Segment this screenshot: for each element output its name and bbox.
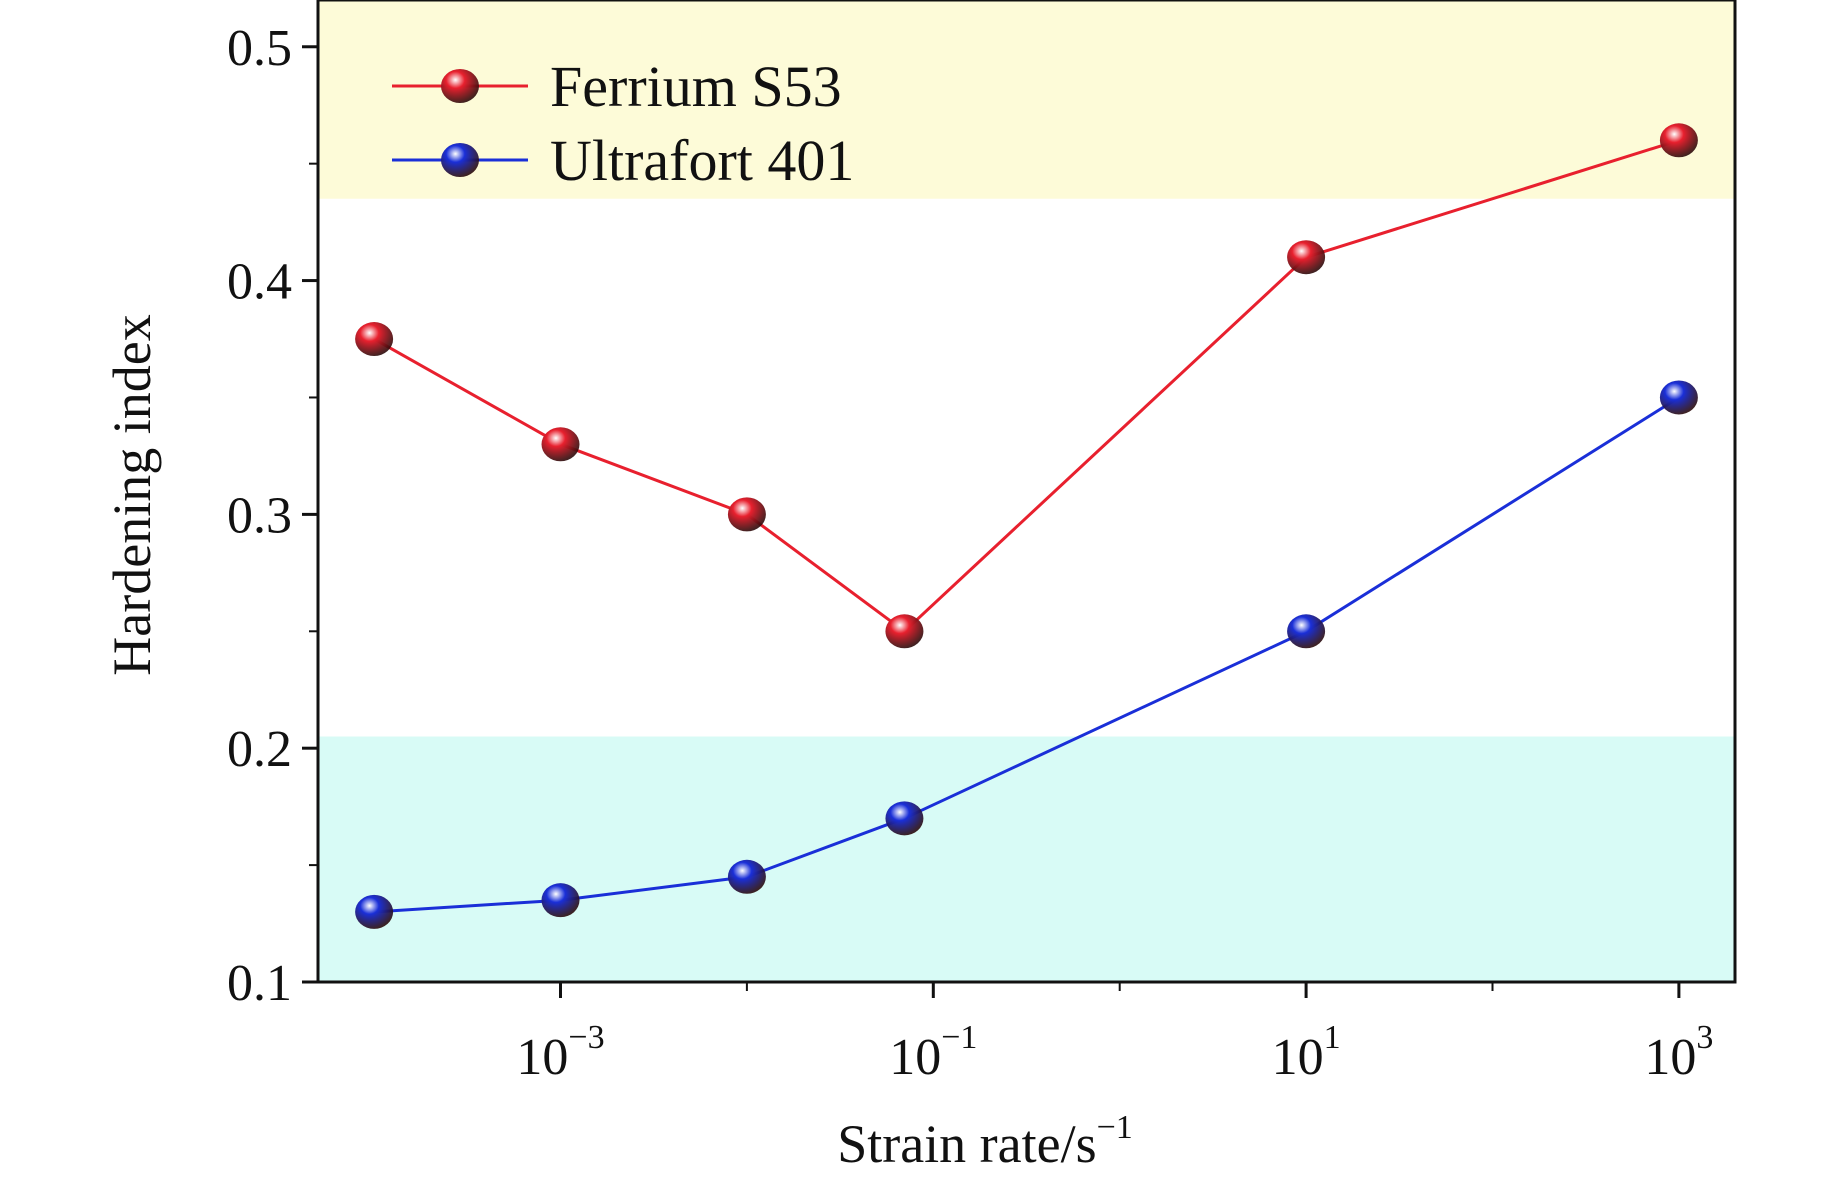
background-bands xyxy=(318,0,1735,982)
series-1-point-3 xyxy=(727,497,766,532)
x-tick-label-3: 101 xyxy=(1272,1019,1341,1086)
series-1-point-1 xyxy=(355,322,394,357)
legend-marker-2 xyxy=(441,143,479,177)
series-2-point-4 xyxy=(885,801,924,836)
legend: Ferrium S53 Ultrafort 401 xyxy=(392,54,854,193)
series-2-point-3 xyxy=(727,859,766,894)
y-tick-label-3: 0.3 xyxy=(227,487,292,544)
series-1-point-4 xyxy=(885,614,924,649)
series-line-2 xyxy=(374,396,1680,914)
y-axis-ticks: 0.1 0.2 0.3 0.4 0.5 xyxy=(227,20,318,1012)
x-axis-ticks: 10−3 10−1 101 103 xyxy=(516,982,1713,1086)
series-1-point-2 xyxy=(541,427,580,462)
legend-label-2: Ultrafort 401 xyxy=(550,128,854,193)
y-tick-label-5: 0.5 xyxy=(227,20,292,77)
y-tick-label-4: 0.4 xyxy=(227,254,292,311)
series-1-point-6 xyxy=(1659,123,1698,158)
legend-label-1: Ferrium S53 xyxy=(550,54,842,119)
series-2-point-5 xyxy=(1287,614,1326,649)
x-tick-label-2: 10−1 xyxy=(889,1019,977,1086)
x-axis-label-text: Strain rate/s xyxy=(837,1114,1096,1174)
x-tick-label-4: 103 xyxy=(1644,1019,1713,1086)
background-band-2 xyxy=(318,736,1735,982)
legend-marker-1 xyxy=(441,69,479,103)
x-axis-label: Strain rate/s−1 xyxy=(837,1109,1133,1174)
series-2-point-2 xyxy=(541,883,580,918)
series-2-point-1 xyxy=(355,894,394,929)
y-tick-label-1: 0.1 xyxy=(227,955,292,1012)
series-2-point-6 xyxy=(1659,380,1698,415)
y-tick-label-2: 0.2 xyxy=(227,721,292,778)
plot-frame xyxy=(316,0,1737,984)
y-axis-label: Hardening index xyxy=(102,314,162,675)
background-band-1 xyxy=(318,0,1735,199)
series-layer xyxy=(355,123,1698,929)
x-tick-label-1: 10−3 xyxy=(516,1019,604,1086)
series-line-1 xyxy=(373,138,1680,634)
x-axis-label-sup: −1 xyxy=(1097,1109,1133,1146)
series-1-point-5 xyxy=(1287,240,1326,275)
